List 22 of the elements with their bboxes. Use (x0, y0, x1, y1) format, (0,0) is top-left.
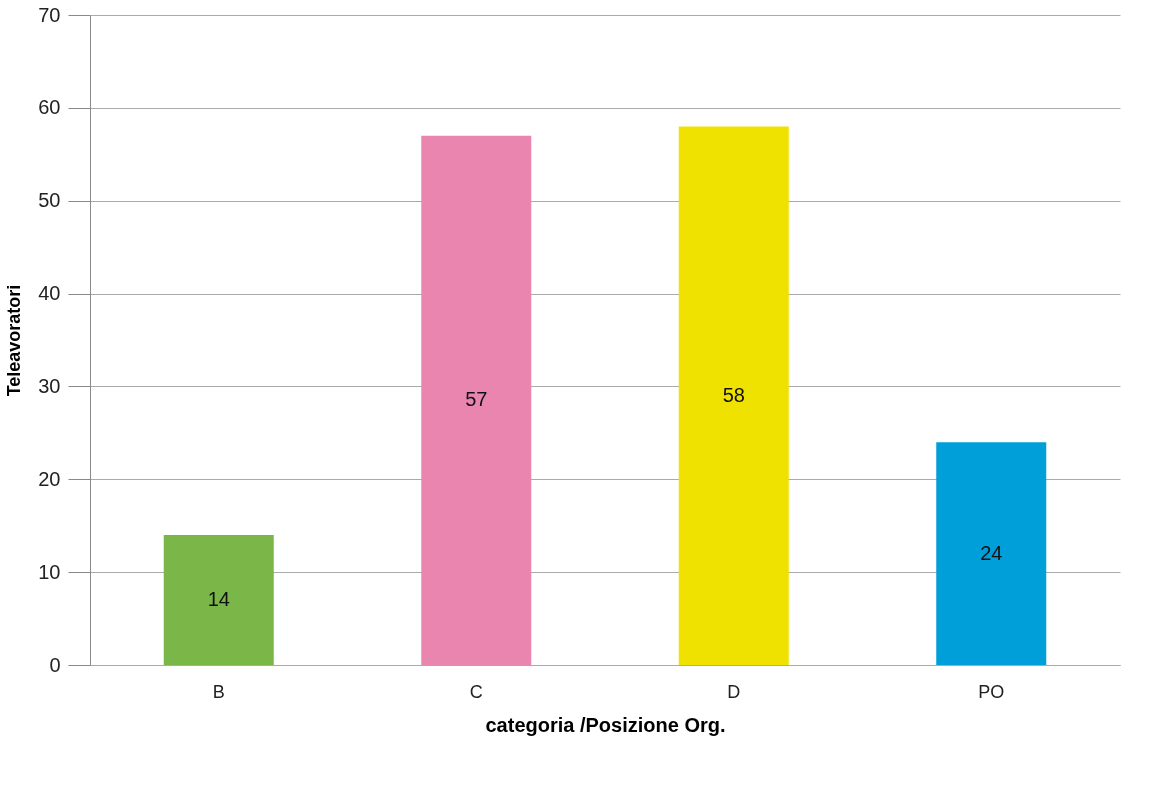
x-tick-label: D (727, 681, 741, 702)
x-tick-label: C (469, 681, 483, 702)
bar (678, 126, 789, 665)
y-axis-title: Teleavoratori (4, 284, 25, 397)
data-label: 58 (722, 383, 745, 406)
bar (163, 535, 274, 665)
bar (936, 442, 1047, 665)
bar (421, 135, 532, 665)
x-tick-label: PO (978, 681, 1005, 702)
y-tick-label: 10 (38, 560, 61, 583)
y-tick-label: 40 (38, 282, 61, 305)
y-tick-label: 0 (49, 653, 61, 676)
data-label: 57 (465, 388, 488, 411)
y-tick-label: 60 (38, 96, 61, 119)
y-tick-label: 70 (38, 3, 61, 26)
x-axis-title: categoria /Posizione Org. (485, 713, 726, 736)
y-tick-label: 50 (38, 189, 61, 212)
x-tick-label: B (212, 681, 225, 702)
data-label: 24 (980, 541, 1003, 564)
data-label: 14 (207, 588, 230, 610)
y-tick-label: 30 (38, 374, 61, 397)
y-tick-label: 20 (38, 467, 61, 490)
